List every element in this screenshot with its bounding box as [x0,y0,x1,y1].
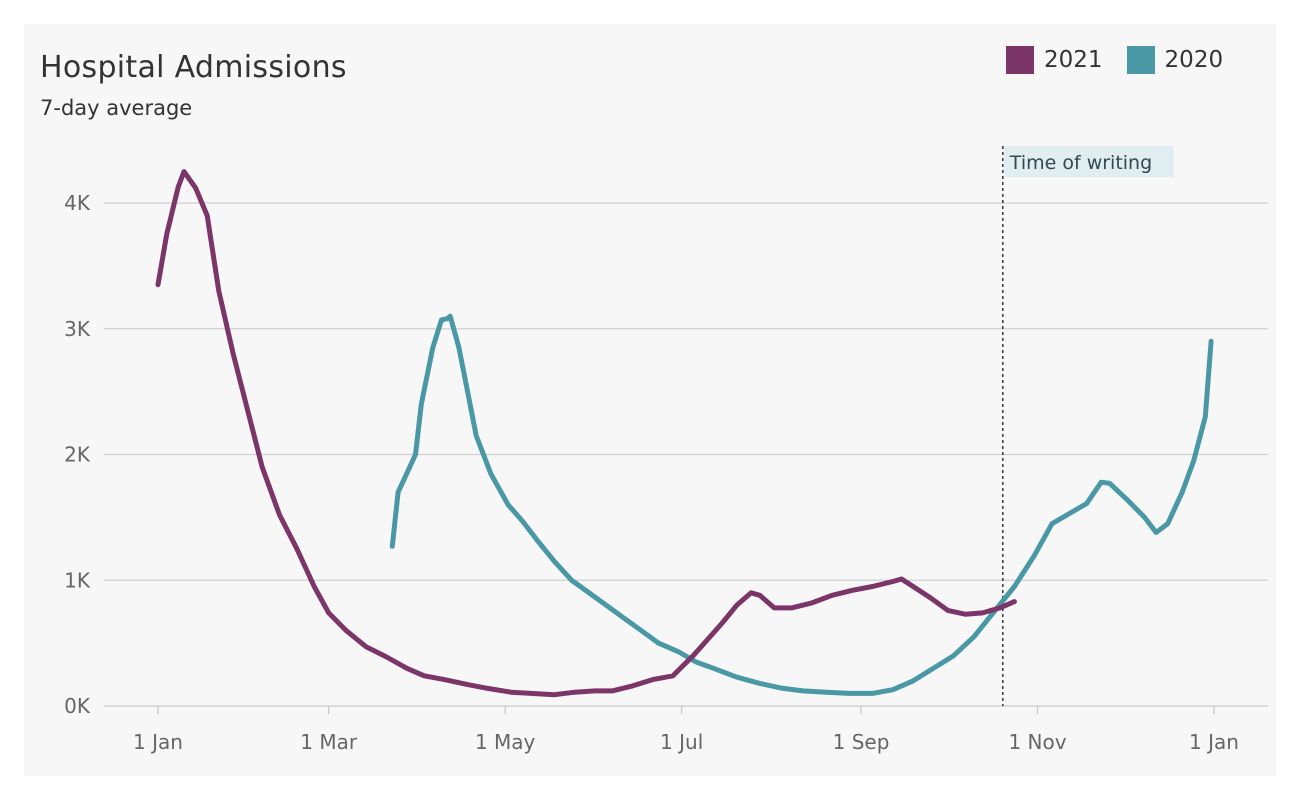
legend-item-2020[interactable]: 2020 [1126,46,1224,74]
chart-title: Hospital Admissions [40,50,347,85]
series-lines [155,169,1214,698]
annotation-label-bg [1003,146,1174,177]
y-tick-label: 1K [64,568,91,592]
y-tick-label: 4K [64,191,91,215]
gridlines [104,202,1268,707]
series-line-2020[interactable] [389,313,1214,696]
legend-label-2021: 2021 [1044,47,1103,73]
x-tick-label: 1 Jul [660,730,703,754]
legend-label-2020: 2020 [1164,47,1224,73]
legend-swatch-2020 [1126,46,1155,74]
series-line-2021[interactable] [155,169,1017,698]
y-tick-label: 3K [64,317,91,341]
annotation-label: Time of writing [1009,152,1152,174]
legend-swatch-2021 [1006,46,1034,74]
y-tick-label: 0K [64,694,91,718]
x-tick-label: 1 Jan [133,730,183,754]
x-tick-label: 1 Jan [1189,730,1239,754]
x-tick-label: 1 Mar [300,730,358,754]
legend-item-2021[interactable]: 2021 [1006,46,1103,74]
x-tick-label: 1 May [475,730,536,754]
x-tick-label: 1 Nov [1008,730,1066,754]
x-axis: 1 Jan 1 Mar 1 May 1 Jul 1 Sep 1 Nov 1 Jan [133,706,1239,754]
y-axis: 0K 1K 2K 3K 4K [64,191,91,718]
x-tick-label: 1 Sep [833,730,890,754]
y-tick-label: 2K [64,443,91,467]
legend: 2021 2020 [1006,46,1247,74]
chart-subtitle: 7-day average [40,96,193,120]
time-of-writing-annotation: Time of writing [1002,146,1174,706]
